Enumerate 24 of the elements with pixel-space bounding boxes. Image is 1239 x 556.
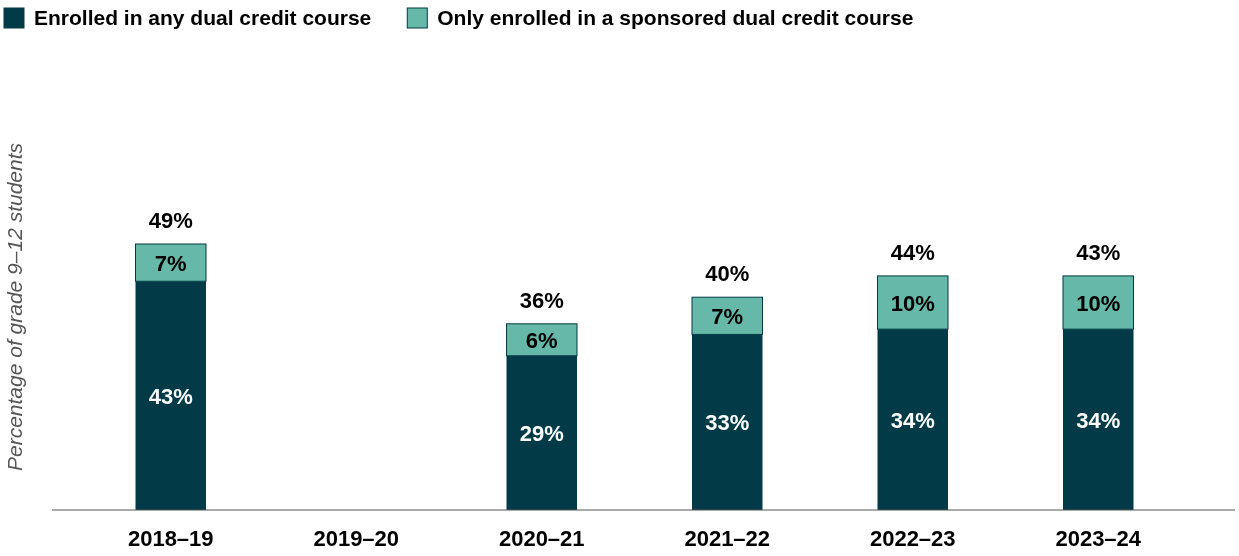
total-label: 44%: [890, 239, 935, 265]
x-tick-label: 2022–23: [869, 525, 956, 551]
total-label: 36%: [519, 287, 564, 313]
total-label: 40%: [705, 261, 750, 287]
data-label: 29%: [519, 420, 564, 446]
data-label: 10%: [1076, 290, 1121, 316]
total-label: 49%: [148, 208, 193, 233]
data-label: 6%: [525, 327, 558, 353]
x-tick-label: 2018–19: [127, 525, 214, 551]
data-label: 10%: [890, 290, 935, 316]
x-tick-label: 2020–21: [498, 525, 585, 551]
x-tick-label: 2021–22: [684, 525, 771, 551]
data-label: 34%: [1076, 407, 1121, 433]
data-label: 43%: [148, 383, 193, 409]
data-label: 7%: [154, 250, 187, 276]
x-tick-label: 2023–24: [1055, 525, 1142, 551]
y-axis-title: Percentage of grade 9–12 students: [3, 142, 26, 472]
total-label: 43%: [1076, 239, 1121, 265]
legend-label: Only enrolled in a sponsored dual credit course: [437, 6, 914, 29]
legend-label: Enrolled in any dual credit course: [34, 6, 372, 29]
data-label: 7%: [711, 303, 744, 329]
data-label: 33%: [705, 410, 750, 436]
x-tick-label: 2019–20: [313, 525, 400, 551]
data-label: 34%: [890, 407, 935, 433]
